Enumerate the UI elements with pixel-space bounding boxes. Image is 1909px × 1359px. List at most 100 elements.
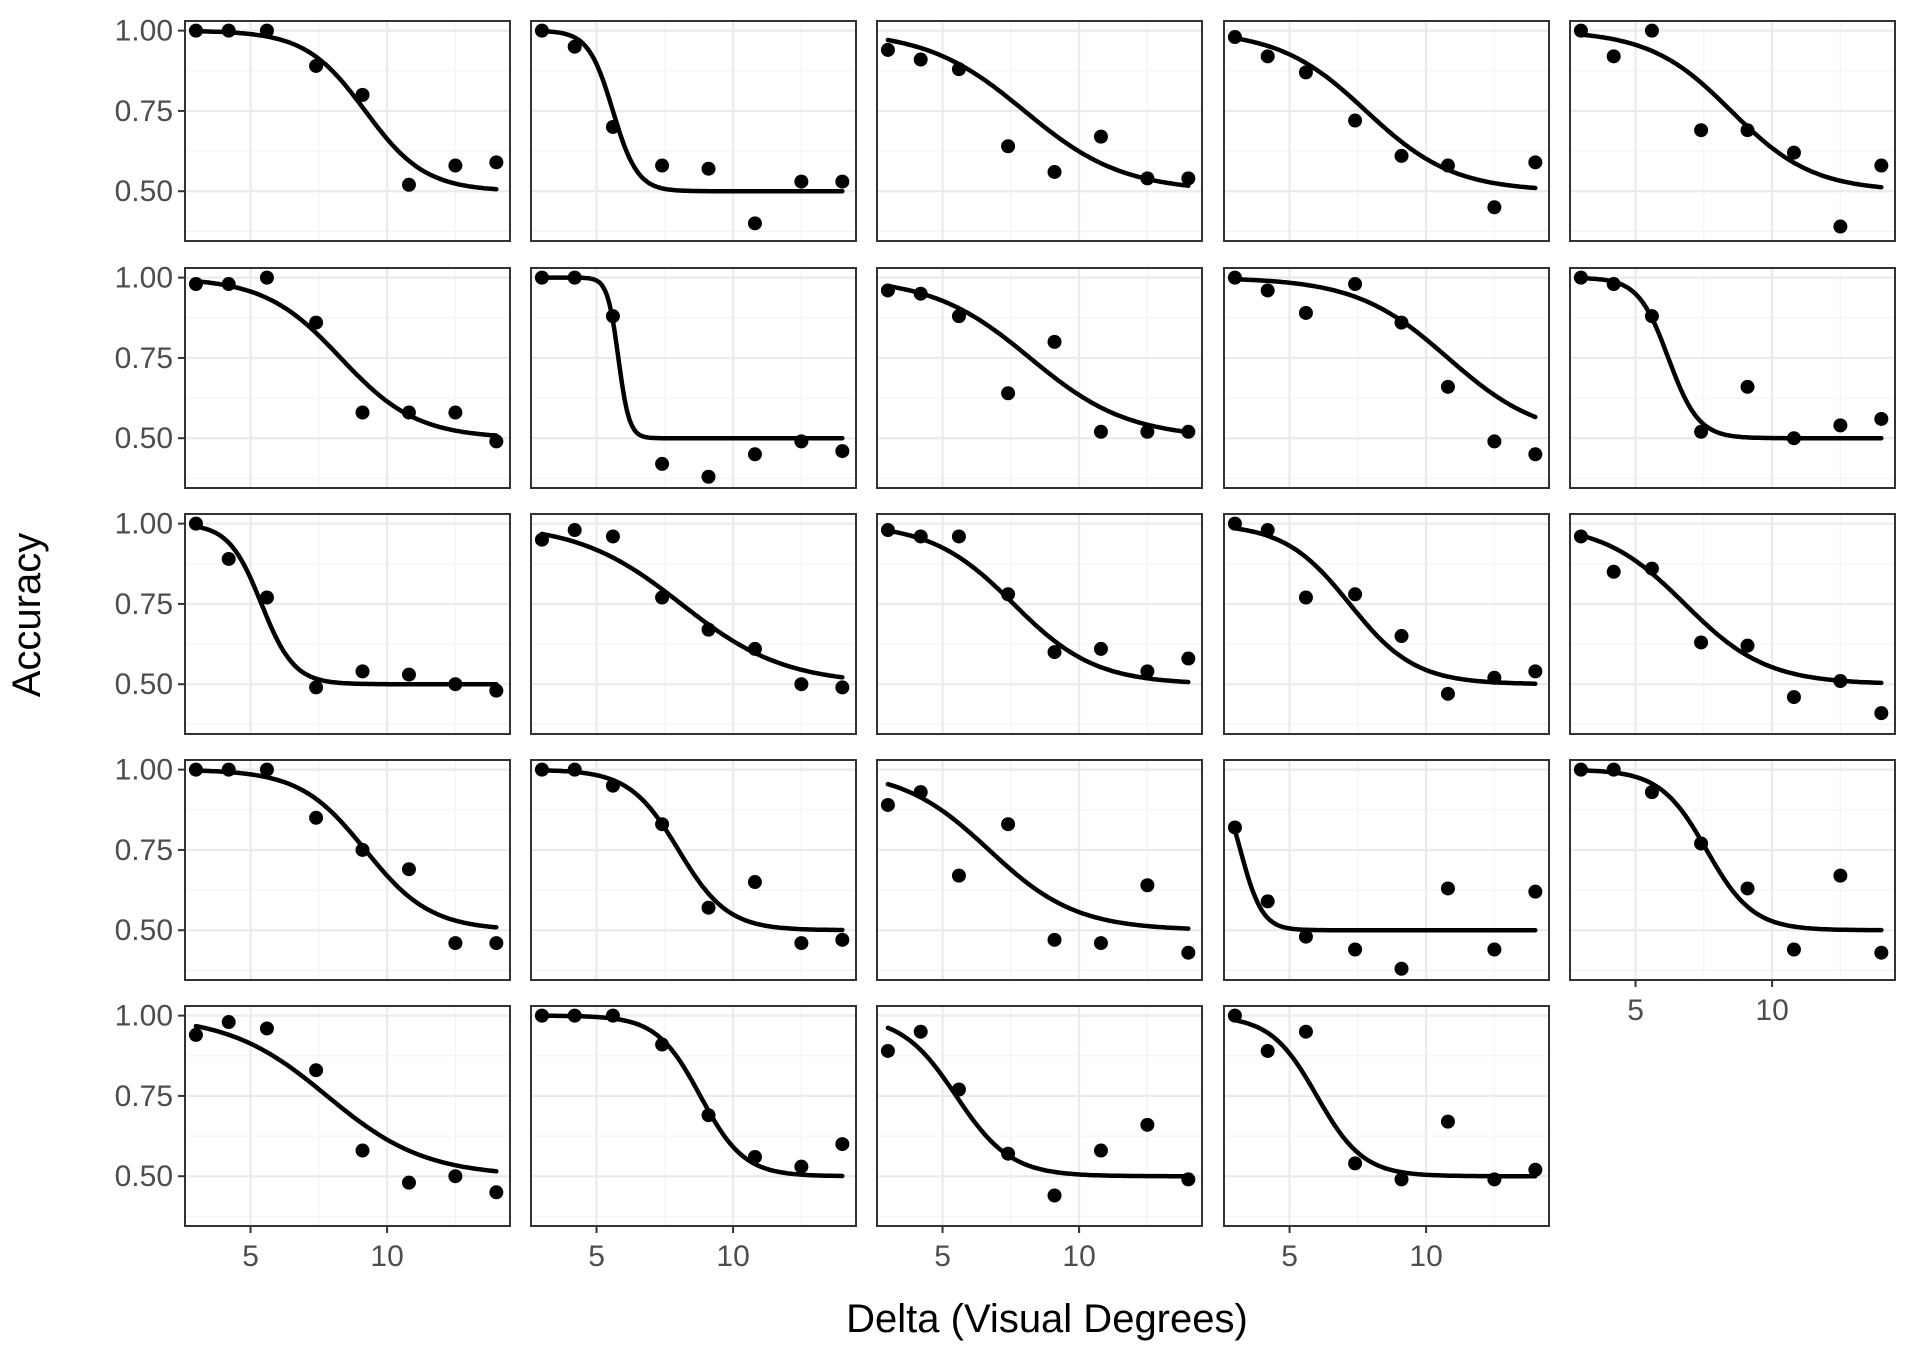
fit-curve [885, 37, 1191, 188]
data-point [1440, 1114, 1455, 1129]
data-point [221, 551, 236, 566]
y-tick-label: 0.50 [115, 914, 173, 947]
data-point [188, 277, 203, 292]
data-point [880, 42, 895, 57]
y-tick-label: 0.75 [115, 95, 173, 128]
data-point [448, 405, 463, 420]
x-tick-label: 5 [242, 1240, 259, 1273]
data-point [655, 817, 670, 832]
panel-border [1223, 267, 1550, 489]
panel-border [184, 20, 511, 242]
data-point [1644, 23, 1659, 38]
data-point [794, 677, 809, 692]
x-tick-label: 5 [1627, 994, 1644, 1027]
data-point [259, 590, 274, 605]
data-point [1348, 942, 1363, 957]
data-point [1573, 529, 1588, 544]
data-point [567, 523, 582, 538]
facet-panel [876, 267, 1203, 489]
data-point [1528, 884, 1543, 899]
data-point [1644, 309, 1659, 324]
data-point [259, 23, 274, 38]
data-point [188, 23, 203, 38]
facet-panel [530, 513, 857, 735]
data-point [913, 785, 928, 800]
data-point [1694, 635, 1709, 650]
data-point [655, 590, 670, 605]
panel-border [530, 267, 857, 489]
data-point [913, 52, 928, 67]
panel-border [1223, 20, 1550, 242]
data-point [1181, 171, 1196, 186]
data-point [835, 932, 850, 947]
fit-curve [1232, 277, 1538, 420]
data-point [1694, 836, 1709, 851]
data-point [309, 58, 324, 73]
data-point [221, 277, 236, 292]
data-point [1740, 881, 1755, 896]
data-point [1528, 447, 1543, 462]
data-point [1394, 629, 1409, 644]
panel-border [1223, 513, 1550, 735]
data-point [1833, 219, 1848, 234]
data-point [794, 434, 809, 449]
fit-curve [885, 283, 1191, 435]
data-point [1140, 878, 1155, 893]
data-point [1573, 270, 1588, 285]
panel-border [876, 1005, 1203, 1227]
data-point [489, 155, 504, 170]
data-point [401, 405, 416, 420]
fit-curve [1578, 275, 1884, 441]
fit-curve [193, 1023, 499, 1174]
data-point [401, 667, 416, 682]
facet-panel [1569, 513, 1896, 735]
y-tick-label: 0.75 [115, 834, 173, 867]
data-point [489, 434, 504, 449]
data-point [1047, 1188, 1062, 1203]
data-point [880, 797, 895, 812]
y-tick-label: 0.75 [115, 1080, 173, 1113]
y-tick-label: 1.00 [115, 262, 173, 295]
data-point [309, 810, 324, 825]
data-point [1181, 945, 1196, 960]
data-point [489, 936, 504, 951]
panel-border [1223, 759, 1550, 981]
data-point [1001, 817, 1016, 832]
data-point [534, 532, 549, 547]
data-point [1140, 424, 1155, 439]
data-point [1573, 762, 1588, 777]
fit-curve [1232, 1017, 1538, 1179]
data-point [1786, 431, 1801, 446]
data-point [1606, 49, 1621, 64]
panel-border [876, 759, 1203, 981]
data-point [951, 529, 966, 544]
data-point [1874, 945, 1889, 960]
facet-panel [876, 513, 1203, 735]
facet-panel [1569, 20, 1896, 242]
data-point [188, 762, 203, 777]
data-point [1740, 379, 1755, 394]
data-point [1298, 65, 1313, 80]
facet-panel [1223, 513, 1550, 735]
x-tick-label: 10 [716, 1240, 749, 1273]
fit-curve [885, 528, 1191, 685]
data-point [567, 762, 582, 777]
data-point [913, 529, 928, 544]
fit-curve [1232, 526, 1538, 686]
data-point [1140, 1117, 1155, 1132]
data-point [1874, 411, 1889, 426]
data-point [1740, 123, 1755, 138]
data-point [1348, 113, 1363, 128]
panel-border [876, 513, 1203, 735]
facet-panel: 0.50 0.75 1.00 [115, 508, 511, 735]
data-point [401, 1175, 416, 1190]
data-point [1487, 200, 1502, 215]
data-point [567, 1008, 582, 1023]
data-point [1528, 664, 1543, 679]
data-point [1260, 894, 1275, 909]
data-point [1093, 1143, 1108, 1158]
y-tick-label: 1.00 [115, 1000, 173, 1033]
data-point [1440, 686, 1455, 701]
y-tick-label: 0.75 [115, 588, 173, 621]
